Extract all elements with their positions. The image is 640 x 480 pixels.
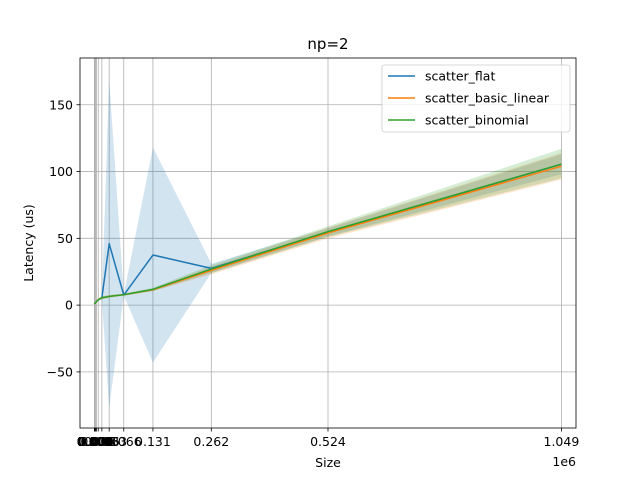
- legend: scatter_flat scatter_basic_linear scatter_…: [381, 64, 571, 133]
- x-tick-label: 0.033: [91, 434, 127, 449]
- y-tick-label: −50: [47, 364, 73, 379]
- error-band-scatter-flat: [94, 79, 562, 408]
- y-tick-label: 0: [65, 298, 73, 313]
- x-tick-label: 0.000: [77, 434, 113, 449]
- x-tick-label: 1.049: [544, 434, 580, 449]
- x-tick-label: 0.000: [77, 434, 113, 449]
- x-tick-label: 0.000: [77, 434, 113, 449]
- legend-label: scatter_basic_linear: [425, 91, 550, 106]
- chart-title: np=2: [307, 35, 348, 53]
- x-tick-label: 0.000: [77, 434, 113, 449]
- x-tick-label: 0.131: [135, 434, 171, 449]
- x-tick-label: 0.004: [79, 434, 115, 449]
- series-lines: [93, 163, 562, 305]
- y-axis-ticks: −50 0 50 100 150: [47, 97, 80, 379]
- x-tick-label: 0.524: [310, 434, 346, 449]
- error-band-scatter-binomial: [94, 148, 562, 305]
- x-tick-label: 0.000: [77, 434, 113, 449]
- x-tick-label: 0.000: [77, 434, 113, 449]
- error-bands: [94, 79, 562, 408]
- y-tick-label: 150: [49, 97, 73, 112]
- grid: [80, 58, 576, 428]
- x-tick-label: 0.066: [106, 434, 142, 449]
- y-tick-label: 50: [57, 231, 73, 246]
- x-tick-label: 0.002: [78, 434, 114, 449]
- error-band-scatter-basic-linear: [94, 152, 562, 305]
- x-tick-label: 0.016: [84, 434, 120, 449]
- x-tick-label: 0.000: [77, 434, 113, 449]
- x-axis-offset-label: 1e6: [552, 454, 576, 469]
- x-tick-label: 0.001: [77, 434, 113, 449]
- x-tick-label: 0.000: [77, 434, 113, 449]
- y-tick-label: 100: [49, 164, 73, 179]
- x-tick-label: 0.008: [80, 434, 116, 449]
- x-tick-label: 0.000: [77, 434, 113, 449]
- legend-label: scatter_flat: [425, 69, 495, 84]
- x-tick-label: 0.262: [193, 434, 229, 449]
- legend-box: [381, 64, 571, 133]
- legend-label: scatter_binomial: [425, 113, 529, 128]
- x-tick-label: 0.001: [77, 434, 113, 449]
- series-line-scatter-binomial: [93, 163, 562, 305]
- x-axis-label: Size: [315, 455, 341, 470]
- x-axis-ticks: 0.0000.0000.0000.0000.0000.0000.0000.000…: [77, 428, 580, 449]
- y-axis-label: Latency (us): [21, 204, 36, 282]
